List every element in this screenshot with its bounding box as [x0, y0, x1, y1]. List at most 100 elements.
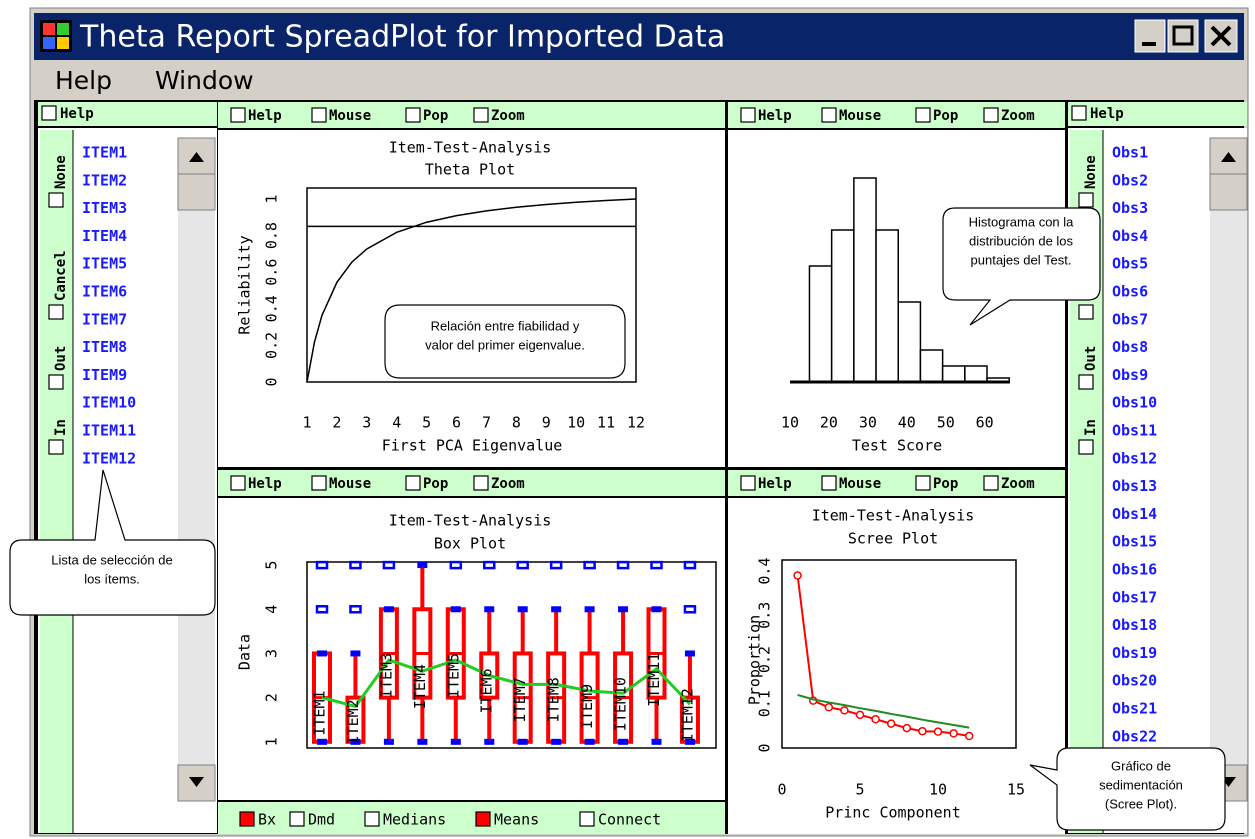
checkbox[interactable] [821, 107, 837, 123]
checkbox[interactable] [48, 439, 64, 455]
scree-point [840, 706, 849, 715]
list-item[interactable]: ITEM5 [82, 255, 127, 273]
y-tick-label: 0.1 [756, 690, 774, 717]
list-item[interactable]: Obs3 [1112, 199, 1148, 217]
list-item[interactable]: Obs5 [1112, 255, 1148, 273]
list-item[interactable]: Obs20 [1112, 672, 1157, 690]
list-item[interactable]: Obs18 [1112, 616, 1157, 634]
panel-toolbar [218, 102, 725, 128]
list-item[interactable]: Obs1 [1112, 144, 1148, 162]
checkbox[interactable] [915, 107, 931, 123]
list-item[interactable]: Obs22 [1112, 727, 1157, 745]
checkbox[interactable] [740, 107, 756, 123]
list-item[interactable]: Obs7 [1112, 310, 1148, 328]
checkbox[interactable] [821, 475, 837, 491]
list-item[interactable]: Obs12 [1112, 449, 1157, 467]
list-item[interactable]: ITEM2 [82, 171, 127, 189]
list-item[interactable]: Obs10 [1112, 394, 1157, 412]
checkbox[interactable] [230, 107, 246, 123]
list-item[interactable]: Obs9 [1112, 366, 1148, 384]
checkbox[interactable] [1078, 192, 1094, 208]
callout-text: puntajes del Test. [971, 252, 1072, 267]
menu-item[interactable]: Help [55, 66, 112, 95]
list-item[interactable]: Obs21 [1112, 700, 1157, 718]
list-item[interactable]: ITEM11 [82, 422, 136, 440]
list-item[interactable]: Obs15 [1112, 533, 1157, 551]
checkbox[interactable] [473, 475, 489, 491]
checkbox[interactable] [579, 811, 595, 827]
item-label: ITEM6 [478, 668, 496, 713]
outlier [650, 560, 663, 570]
list-item[interactable]: Obs2 [1112, 171, 1148, 189]
toolbar-label: Mouse [839, 108, 881, 124]
whisker-end [651, 606, 662, 613]
list-item[interactable]: ITEM9 [82, 366, 127, 384]
outlier [616, 560, 630, 570]
toolbar-label: Pop [933, 476, 958, 492]
list-item[interactable]: Obs17 [1112, 588, 1157, 606]
minimize-button[interactable] [1134, 19, 1166, 53]
list-item[interactable]: Obs8 [1112, 338, 1148, 356]
item-label: ITEM5 [444, 653, 462, 698]
y-tick-label: 1 [263, 194, 281, 203]
checkbox[interactable] [311, 107, 327, 123]
checkbox[interactable] [239, 811, 255, 827]
checkbox[interactable] [48, 192, 64, 208]
checkbox[interactable] [289, 811, 305, 827]
list-item[interactable]: Obs19 [1112, 644, 1157, 662]
outlier [549, 560, 563, 570]
list-item[interactable]: Obs6 [1112, 283, 1148, 301]
plot-title: Item-Test-Analysis [812, 507, 975, 525]
checkbox[interactable] [364, 811, 380, 827]
checkbox[interactable] [48, 304, 64, 320]
list-item[interactable]: ITEM4 [82, 227, 127, 245]
x-tick-label: 10 [929, 781, 947, 799]
checkbox[interactable] [983, 475, 999, 491]
checkbox[interactable] [405, 107, 421, 123]
checkbox[interactable] [1078, 439, 1094, 455]
list-item[interactable]: Obs16 [1112, 561, 1157, 579]
list-item[interactable]: Obs11 [1112, 422, 1157, 440]
x-tick-label: 0 [777, 781, 786, 799]
checkbox[interactable] [740, 475, 756, 491]
list-item[interactable]: ITEM8 [82, 338, 127, 356]
callout-text: sedimentación [1099, 777, 1183, 792]
close-button[interactable] [1204, 19, 1238, 53]
checkbox[interactable] [1078, 374, 1094, 390]
checkbox[interactable] [475, 811, 491, 827]
checkbox[interactable] [41, 105, 57, 121]
maximize-button[interactable] [1167, 19, 1199, 53]
list-item[interactable]: ITEM12 [82, 449, 136, 467]
toolbar-label: Zoom [491, 108, 525, 124]
checkbox[interactable] [405, 475, 421, 491]
list-item[interactable]: ITEM1 [82, 144, 127, 162]
checkbox[interactable] [311, 475, 327, 491]
checkbox[interactable] [1078, 304, 1094, 320]
whisker-end [383, 738, 394, 745]
list-item[interactable]: Obs13 [1112, 477, 1157, 495]
checkbox[interactable] [915, 475, 931, 491]
list-item[interactable]: ITEM6 [82, 283, 127, 301]
menu-item[interactable]: Window [155, 66, 254, 95]
y-tick-label: 4 [263, 605, 281, 614]
checkbox[interactable] [983, 107, 999, 123]
scree-point [949, 729, 958, 738]
outlier [349, 605, 362, 614]
checkbox[interactable] [1071, 105, 1087, 121]
list-item[interactable]: Obs14 [1112, 505, 1157, 523]
checkbox[interactable] [230, 475, 246, 491]
scroll-thumb[interactable] [1209, 173, 1248, 211]
outlier [583, 560, 596, 570]
x-tick-label: 9 [542, 414, 551, 432]
scroll-up[interactable] [177, 137, 216, 175]
scroll-thumb[interactable] [177, 173, 216, 211]
outlier [683, 560, 697, 570]
list-item[interactable]: Obs4 [1112, 227, 1148, 245]
option-label: In [1083, 419, 1099, 436]
list-item[interactable]: ITEM10 [82, 394, 136, 412]
checkbox[interactable] [473, 107, 489, 123]
checkbox[interactable] [48, 374, 64, 390]
option-label: Connect [598, 811, 661, 829]
list-item[interactable]: ITEM3 [82, 199, 127, 217]
list-item[interactable]: ITEM7 [82, 310, 127, 328]
